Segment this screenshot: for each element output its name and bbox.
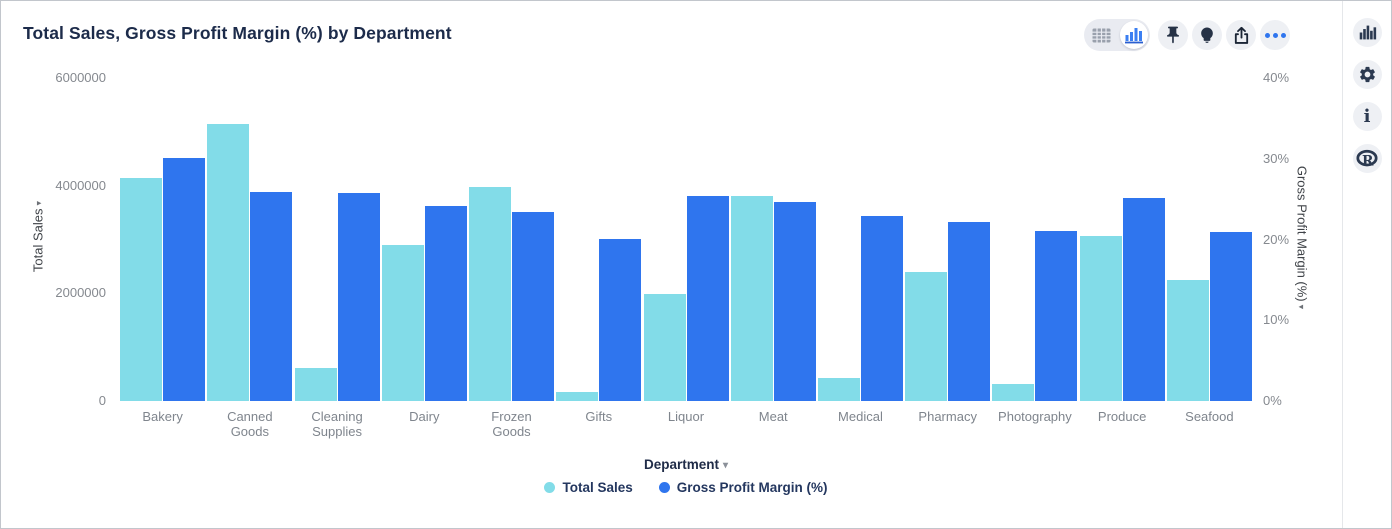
chart-toolbar	[1084, 19, 1290, 51]
y-right-tick-label: 10%	[1263, 312, 1290, 328]
bar-total-sales[interactable]	[556, 392, 599, 401]
bar-total-sales[interactable]	[1166, 280, 1209, 401]
share-export-icon	[1234, 26, 1248, 44]
column-chart-icon	[1359, 25, 1376, 40]
bar-gross-profit-margin[interactable]	[1209, 232, 1252, 401]
table-view-button[interactable]	[1084, 28, 1118, 43]
legend-item[interactable]: Total Sales	[544, 480, 633, 495]
pin-button[interactable]	[1158, 20, 1188, 50]
bar-total-sales[interactable]	[905, 272, 948, 401]
x-axis-title-text: Department	[643, 457, 719, 472]
legend-label: Gross Profit Margin (%)	[676, 480, 828, 495]
x-axis-category-label: Seafood	[1185, 409, 1234, 424]
bar-total-sales[interactable]	[207, 124, 250, 401]
bar-total-sales[interactable]	[643, 294, 686, 401]
y-left-tick-label: 0	[98, 393, 106, 408]
side-rail: i R	[1342, 1, 1391, 528]
bar-gross-profit-margin[interactable]	[337, 193, 380, 401]
y-left-tick-label: 6000000	[55, 70, 106, 85]
x-axis-category-label: Dairy	[409, 409, 440, 424]
page-title: Total Sales, Gross Profit Margin (%) by …	[23, 23, 452, 43]
x-axis-category-label: Cleaning Supplies	[311, 409, 363, 439]
chart-type-button[interactable]	[1352, 18, 1382, 47]
bar-gross-profit-margin[interactable]	[512, 212, 555, 401]
axis-sort-arrow-icon: ▾	[1296, 304, 1307, 310]
bar-total-sales[interactable]	[992, 384, 1035, 401]
x-axis-category-label: Frozen Goods	[491, 409, 532, 439]
legend-marker	[544, 482, 556, 493]
x-axis-category-label: Meat	[758, 409, 788, 424]
y-right-tick-label: 30%	[1263, 150, 1290, 166]
y-right-tick-label: 20%	[1263, 231, 1290, 247]
y-right-tick-label: 40%	[1263, 70, 1290, 85]
x-axis-category-label: Produce	[1097, 409, 1147, 424]
x-axis-category-label: Medical	[838, 409, 883, 424]
bar-total-sales[interactable]	[817, 378, 860, 401]
legend: Total Sales Gross Profit Margin (%)	[119, 480, 1253, 495]
chart-area: 0 2000000 4000000 6000000 0% 10% 20% 30% 40% Ba…	[1, 1, 1344, 528]
chart-view-button[interactable]	[1120, 21, 1148, 49]
lightbulb-icon	[1201, 27, 1213, 43]
more-options-button[interactable]	[1260, 20, 1290, 50]
y-axis-right-title: Gross Profit Margin (%) ▾	[1295, 138, 1310, 338]
insights-bulb-button[interactable]	[1192, 20, 1222, 50]
bar-gross-profit-margin[interactable]	[860, 216, 903, 401]
table-icon	[1092, 28, 1110, 42]
axis-sort-arrow-icon: ▾	[33, 200, 44, 206]
legend-label: Total Sales	[562, 480, 633, 495]
gear-icon	[1359, 66, 1375, 83]
y-axis-left-title-text: Total Sales	[30, 208, 46, 273]
export-button[interactable]	[1226, 20, 1256, 50]
bar-total-sales[interactable]	[1079, 236, 1122, 401]
x-axis-category-label: Canned Goods	[227, 409, 273, 439]
x-axis-category-label: Photography	[998, 409, 1072, 424]
bar-total-sales[interactable]	[469, 187, 512, 401]
legend-marker	[658, 482, 670, 493]
info-icon: i	[1363, 105, 1371, 127]
bar-total-sales[interactable]	[120, 178, 163, 401]
dropdown-arrow-icon: ▾	[722, 459, 729, 471]
bar-gross-profit-margin[interactable]	[948, 222, 991, 401]
bar-total-sales[interactable]	[730, 196, 773, 401]
y-axis-right-title-text: Gross Profit Margin (%)	[1294, 165, 1310, 302]
bar-gross-profit-margin[interactable]	[773, 202, 816, 401]
pin-icon	[1167, 26, 1179, 44]
svg-text:R: R	[1362, 153, 1374, 169]
r-logo-icon: R	[1356, 149, 1378, 169]
r-logo-button[interactable]: R	[1352, 144, 1382, 173]
y-left-tick-label: 4000000	[55, 177, 106, 193]
bar-gross-profit-margin[interactable]	[599, 239, 642, 401]
settings-button[interactable]	[1352, 60, 1382, 89]
bar-gross-profit-margin[interactable]	[1035, 231, 1078, 401]
x-axis-category-label: Liquor	[667, 409, 705, 424]
bar-total-sales[interactable]	[294, 368, 337, 401]
legend-item[interactable]: Gross Profit Margin (%)	[658, 480, 828, 495]
y-axis-left-title: Total Sales ▾	[31, 157, 46, 317]
y-right-tick-label: 0%	[1263, 393, 1282, 408]
bar-gross-profit-margin[interactable]	[424, 206, 467, 401]
x-axis-title-dropdown[interactable]: Department ▾	[119, 457, 1253, 472]
more-options-icon	[1264, 32, 1286, 38]
bar-gross-profit-margin[interactable]	[250, 192, 293, 401]
view-toggle	[1084, 19, 1150, 51]
x-axis-category-label: Bakery	[142, 409, 183, 424]
bar-chart-icon	[1125, 28, 1143, 44]
info-button[interactable]: i	[1352, 102, 1382, 131]
y-left-tick-label: 2000000	[55, 285, 106, 301]
x-axis-category-label: Pharmacy	[918, 409, 977, 424]
bar-gross-profit-margin[interactable]	[163, 158, 206, 401]
bar-gross-profit-margin[interactable]	[686, 196, 729, 401]
bar-gross-profit-margin[interactable]	[1122, 198, 1165, 401]
bar-total-sales[interactable]	[381, 245, 424, 401]
x-axis-category-label: Gifts	[585, 409, 613, 424]
